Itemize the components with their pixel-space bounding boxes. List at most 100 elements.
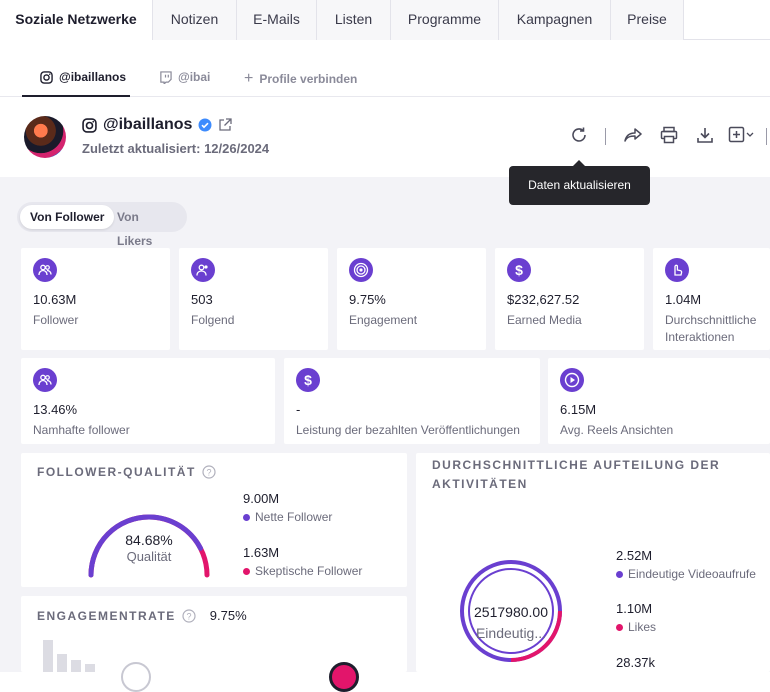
activity-label: Likes bbox=[628, 620, 657, 634]
metric-value: 503 bbox=[191, 292, 213, 307]
activities-card: Durchschnittliche Aufteilung der Aktivit… bbox=[416, 453, 770, 672]
metric-value: 6.15M bbox=[560, 402, 597, 417]
refresh-icon[interactable] bbox=[570, 126, 588, 144]
purple-dot-icon bbox=[616, 571, 623, 579]
metric-card-folgend: 503 Folgend bbox=[179, 248, 328, 350]
metric-label: Durchschnittliche Interaktionen bbox=[665, 313, 757, 344]
profile-handle-row: @ibaillanos bbox=[82, 116, 233, 134]
legend-likes: 1.10M Likes bbox=[616, 601, 656, 634]
metric-label: Follower bbox=[33, 313, 79, 327]
tab-notizen[interactable]: Notizen bbox=[152, 0, 236, 40]
histogram-bar bbox=[43, 640, 53, 672]
pink-dot-icon bbox=[243, 568, 250, 576]
activity-label: Eindeutige Videoaufrufe bbox=[628, 567, 756, 581]
profile-handle: @ibaillanos bbox=[103, 116, 193, 133]
audience-source-toggle: Von Follower Von Likers bbox=[17, 202, 187, 248]
toggle-von-follower[interactable]: Von Follower bbox=[20, 205, 115, 229]
connect-profiles-button[interactable]: + Profile verbinden bbox=[244, 70, 357, 88]
histogram-bar bbox=[57, 654, 67, 672]
play-icon bbox=[560, 368, 584, 392]
activities-donut bbox=[460, 560, 562, 662]
tab-kampagnen[interactable]: Kampagnen bbox=[498, 0, 610, 40]
metric-label: Leistung der bezahlten Veröffentlichunge… bbox=[296, 423, 520, 437]
histogram-bar bbox=[85, 664, 95, 672]
help-icon[interactable]: ? bbox=[202, 465, 216, 479]
metric-card-interaktionen: 1.04M Durchschnittliche Interaktionen bbox=[653, 248, 770, 350]
add-to-list-icon[interactable] bbox=[728, 126, 756, 144]
subtab-instagram-label: @ibaillanos bbox=[59, 70, 127, 84]
tab-programme[interactable]: Programme bbox=[390, 0, 498, 40]
dollar-icon: $ bbox=[296, 368, 320, 392]
follower-quality-gauge bbox=[88, 514, 210, 578]
engagement-rate-title: Engagementrate bbox=[37, 608, 176, 623]
activity-value: 1.10M bbox=[616, 601, 653, 616]
tab-preise[interactable]: Preise bbox=[610, 0, 684, 40]
avatar-marker bbox=[329, 662, 359, 692]
toggle-von-likers[interactable]: Von Likers bbox=[117, 210, 153, 248]
metric-value: 10.63M bbox=[33, 292, 77, 307]
subtab-instagram[interactable]: @ibaillanos bbox=[40, 70, 126, 84]
download-icon[interactable] bbox=[696, 126, 714, 144]
metric-card-namhafte-follower: 13.46% Namhafte follower bbox=[21, 358, 275, 444]
skeptic-followers-label: Skeptische Follower bbox=[255, 564, 363, 578]
users-icon bbox=[33, 368, 57, 392]
toolbar-divider bbox=[605, 128, 606, 145]
purple-dot-icon bbox=[243, 514, 250, 522]
engagement-rate-card: Engagementrate ? 9.75% bbox=[21, 596, 407, 692]
quality-caption: Qualität bbox=[126, 549, 172, 564]
tab-listen[interactable]: Listen bbox=[316, 0, 390, 40]
metric-label: Earned Media bbox=[507, 313, 582, 327]
svg-text:?: ? bbox=[206, 467, 211, 477]
pink-dot-icon bbox=[616, 624, 623, 632]
net-followers-label: Nette Follower bbox=[255, 510, 333, 524]
follower-quality-card: Follower-Qualität ? 84.68% Qualität 9.00… bbox=[21, 453, 407, 587]
refresh-tooltip: Daten aktualisieren bbox=[509, 160, 650, 205]
legend-videoaufrufe: 2.52M Eindeutige Videoaufrufe bbox=[616, 548, 756, 581]
avatar bbox=[24, 116, 66, 158]
users-icon bbox=[33, 258, 57, 282]
legend-activity-3: 28.37k bbox=[616, 655, 655, 670]
last-updated: Zuletzt aktualisiert: 12/26/2024 bbox=[82, 141, 270, 156]
metric-card-earned-media: $ $232,627.52 Earned Media bbox=[495, 248, 644, 350]
instagram-icon bbox=[82, 117, 97, 133]
connect-profiles-label: Profile verbinden bbox=[259, 72, 358, 86]
user-follow-icon bbox=[191, 258, 215, 282]
metric-value: 1.04M bbox=[665, 292, 702, 307]
active-subtab-indicator bbox=[22, 95, 130, 97]
metric-label: Folgend bbox=[191, 313, 235, 327]
svg-text:?: ? bbox=[186, 611, 191, 621]
activity-value: 2.52M bbox=[616, 548, 653, 563]
tab-emails[interactable]: E-Mails bbox=[236, 0, 316, 40]
top-tabs: Soziale Netzwerke Notizen E-Mails Listen… bbox=[0, 0, 770, 40]
quality-percent: 84.68% bbox=[125, 532, 173, 548]
hand-pointer-icon bbox=[665, 258, 689, 282]
tab-soziale-netzwerke[interactable]: Soziale Netzwerke bbox=[0, 0, 152, 40]
help-icon[interactable]: ? bbox=[182, 608, 196, 623]
share-icon[interactable] bbox=[624, 127, 642, 143]
verified-badge-icon bbox=[198, 118, 212, 132]
external-link-icon[interactable] bbox=[218, 118, 233, 132]
dollar-icon: $ bbox=[507, 258, 531, 282]
subtab-twitch[interactable]: @ibai bbox=[159, 70, 210, 84]
metric-value: 9.75% bbox=[349, 292, 386, 307]
legend-net-followers: 9.00M Nette Follower bbox=[243, 491, 332, 524]
donut-center-value: 2517980.00 bbox=[474, 604, 548, 620]
twitch-icon bbox=[160, 70, 172, 84]
metric-label: Engagement bbox=[349, 313, 418, 327]
skeptic-followers-value: 1.63M bbox=[243, 545, 280, 560]
legend-skeptic-followers: 1.63M Skeptische Follower bbox=[243, 545, 362, 578]
print-icon[interactable] bbox=[660, 126, 678, 144]
metric-value: 13.46% bbox=[33, 402, 78, 417]
profile-subtabs: @ibaillanos @ibai + Profile verbinden bbox=[0, 40, 770, 97]
histogram-bar bbox=[71, 660, 81, 672]
metric-card-follower: 10.63M Follower bbox=[21, 248, 170, 350]
activity-value: 28.37k bbox=[616, 655, 656, 670]
activities-title: Durchschnittliche Aufteilung der Aktivit… bbox=[432, 458, 721, 491]
plus-icon: + bbox=[244, 70, 254, 87]
engagement-rate-value: 9.75% bbox=[209, 608, 247, 623]
net-followers-value: 9.00M bbox=[243, 491, 280, 506]
metric-value: - bbox=[296, 402, 301, 417]
metric-value: $232,627.52 bbox=[507, 292, 580, 307]
target-icon bbox=[349, 258, 373, 282]
metric-label: Avg. Reels Ansichten bbox=[560, 423, 674, 437]
